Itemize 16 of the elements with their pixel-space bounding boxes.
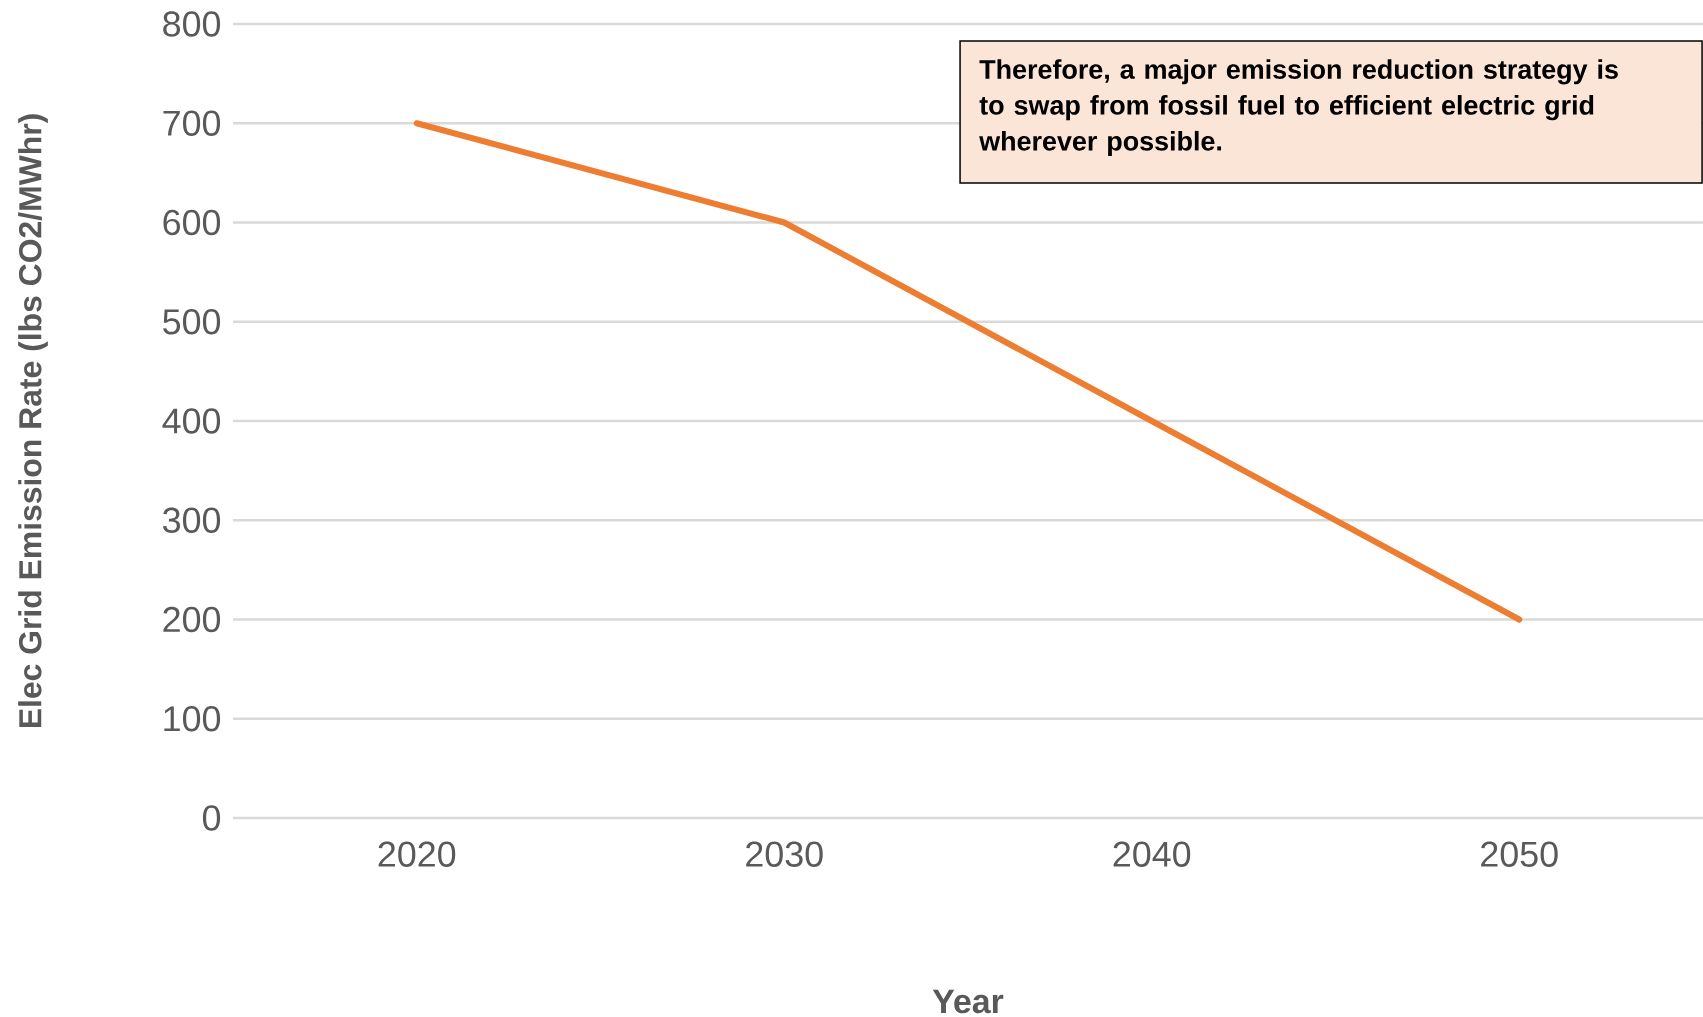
x-tick-label: 2020 <box>378 841 456 867</box>
x-axis-title: Year <box>932 989 1004 1014</box>
x-tick-label: 2030 <box>746 841 823 867</box>
x-tick-label: 2050 <box>1481 841 1558 867</box>
y-tick-label: 0 <box>202 805 221 831</box>
y-tick-label: 600 <box>163 209 221 236</box>
y-axis-title: Elec Grid Emission Rate (lbs CO2/MWhr) <box>18 114 48 728</box>
x-tick-label: 2040 <box>1113 841 1191 867</box>
y-tick-label: 700 <box>163 110 221 136</box>
annotation: Therefore, a major emission reduction strategy is to swap from fossil fuel to efficient electric grid wherever possible. <box>979 59 1618 156</box>
y-tick-label: 200 <box>163 606 221 633</box>
y-tick-label: 100 <box>164 706 221 732</box>
y-tick-label: 800 <box>163 11 221 37</box>
y-tick-label: 400 <box>162 408 221 434</box>
y-tick-label: 300 <box>163 507 221 533</box>
y-tick-label: 500 <box>163 309 221 335</box>
